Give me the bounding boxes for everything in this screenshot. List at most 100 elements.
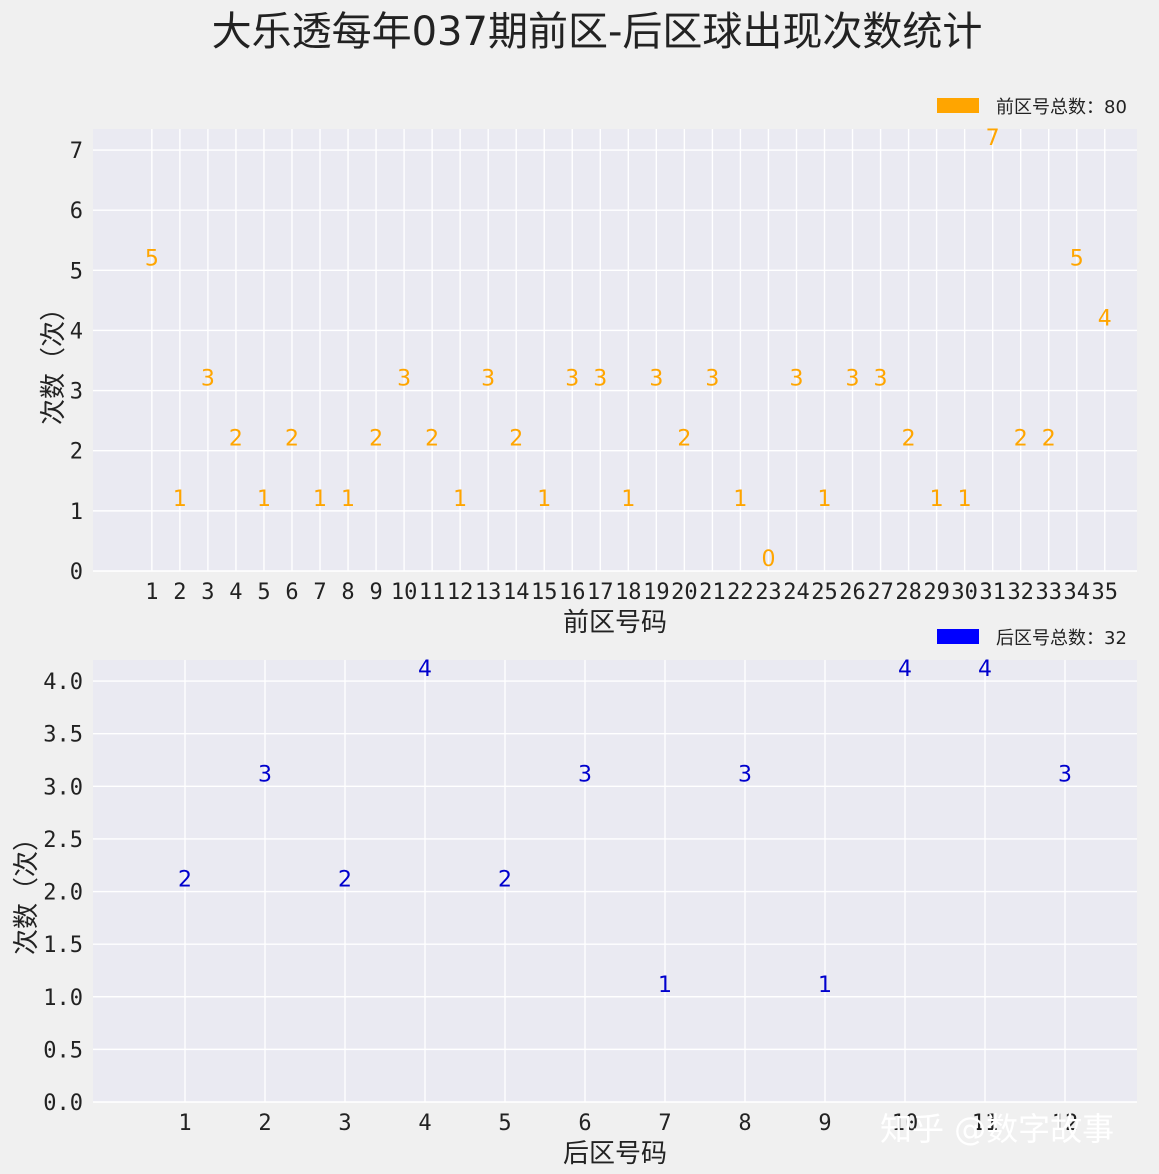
- x-axis-label: 后区号码: [563, 1139, 667, 1169]
- data-label-21: 3: [705, 367, 719, 392]
- y-tick-label: 2.5: [43, 828, 83, 853]
- data-label-3: 3: [201, 367, 215, 392]
- data-label-10: 3: [397, 367, 411, 392]
- x-tick-label-15: 15: [531, 580, 558, 605]
- x-tick-label-1: 1: [145, 580, 158, 605]
- data-label-32: 2: [1014, 427, 1028, 452]
- data-label-4: 2: [229, 427, 243, 452]
- data-label-7: 1: [658, 973, 672, 998]
- y-tick-label: 4: [70, 319, 83, 344]
- x-tick-label-1: 1: [178, 1111, 191, 1136]
- legend-label: 前区号总数：80: [996, 97, 1127, 118]
- x-tick-label-28: 28: [895, 580, 922, 605]
- y-tick-label: 2.0: [43, 881, 83, 906]
- data-label-10: 4: [898, 657, 912, 682]
- back-zone-chart: 0.0 0.5 1.0 1.5 2.0 2.5 3.0 3.5 4.0 2 1 3 2 2 3 4 4 2 5 3 6 1…: [12, 628, 1137, 1169]
- x-tick-label-34: 34: [1063, 580, 1090, 605]
- data-label-27: 3: [874, 367, 888, 392]
- data-label-6: 3: [578, 762, 592, 787]
- x-tick-label-13: 13: [475, 580, 502, 605]
- x-tick-label-18: 18: [615, 580, 642, 605]
- y-tick-label: 0.0: [43, 1091, 83, 1116]
- x-tick-label-35: 35: [1092, 580, 1119, 605]
- x-tick-label-32: 32: [1007, 580, 1034, 605]
- x-tick-label-7: 7: [658, 1111, 671, 1136]
- data-label-6: 2: [285, 427, 299, 452]
- data-label-2: 1: [173, 487, 187, 512]
- x-tick-label-10: 10: [892, 1111, 919, 1136]
- y-tick-label: 1.0: [43, 986, 83, 1011]
- y-tick-label: 1.5: [43, 933, 83, 958]
- x-tick-label-17: 17: [587, 580, 614, 605]
- data-label-14: 2: [509, 427, 523, 452]
- data-label-5: 2: [498, 868, 512, 893]
- data-label-2: 3: [258, 762, 272, 787]
- x-tick-label-3: 3: [338, 1111, 351, 1136]
- y-tick-label: 7: [70, 139, 83, 164]
- x-tick-label-8: 8: [738, 1111, 751, 1136]
- figure-title: 大乐透每年037期前区-后区球出现次数统计: [212, 9, 983, 55]
- x-tick-label-4: 4: [418, 1111, 431, 1136]
- x-tick-label-5: 5: [257, 580, 270, 605]
- data-label-34: 5: [1070, 246, 1084, 271]
- data-label-18: 1: [621, 487, 635, 512]
- x-tick-label-26: 26: [839, 580, 866, 605]
- y-tick-label: 3.5: [43, 723, 83, 748]
- y-tick-label: 3.0: [43, 775, 83, 800]
- data-label-11: 4: [978, 657, 992, 682]
- data-label-29: 1: [930, 487, 944, 512]
- x-tick-label-25: 25: [811, 580, 838, 605]
- data-label-19: 3: [649, 367, 663, 392]
- data-label-22: 1: [733, 487, 747, 512]
- data-label-9: 2: [369, 427, 383, 452]
- data-label-23: 0: [761, 547, 775, 572]
- x-tick-label-24: 24: [783, 580, 810, 605]
- x-tick-label-2: 2: [258, 1111, 271, 1136]
- x-tick-label-12: 12: [1052, 1111, 1079, 1136]
- x-tick-label-20: 20: [671, 580, 698, 605]
- data-label-15: 1: [537, 487, 551, 512]
- x-tick-label-33: 33: [1035, 580, 1062, 605]
- x-tick-label-30: 30: [951, 580, 978, 605]
- x-tick-label-22: 22: [727, 580, 754, 605]
- y-tick-label: 0: [70, 560, 83, 585]
- y-tick-label: 2: [70, 440, 83, 465]
- x-tick-label-6: 6: [578, 1111, 591, 1136]
- data-label-30: 1: [958, 487, 972, 512]
- y-axis-label: 次数（次）: [12, 825, 42, 955]
- x-tick-label-12: 12: [447, 580, 474, 605]
- x-tick-label-11: 11: [972, 1111, 999, 1136]
- data-label-31: 7: [986, 126, 1000, 151]
- data-label-25: 1: [818, 487, 832, 512]
- x-tick-label-8: 8: [341, 580, 354, 605]
- data-label-1: 2: [178, 868, 192, 893]
- x-tick-label-23: 23: [755, 580, 782, 605]
- data-label-3: 2: [338, 868, 352, 893]
- x-tick-label-9: 9: [369, 580, 382, 605]
- y-tick-label: 5: [70, 259, 83, 284]
- y-tick-label: 1: [70, 500, 83, 525]
- y-tick-label: 3: [70, 380, 83, 405]
- data-label-8: 1: [341, 487, 355, 512]
- front-zone-chart: 0123456751123324152617182931021111231321…: [39, 97, 1137, 638]
- data-label-17: 3: [593, 367, 607, 392]
- x-tick-label-5: 5: [498, 1111, 511, 1136]
- plot-area: [93, 660, 1137, 1102]
- x-tick-label-27: 27: [867, 580, 894, 605]
- y-tick-label: 6: [70, 199, 83, 224]
- data-label-12: 3: [1058, 762, 1072, 787]
- data-label-11: 2: [425, 427, 439, 452]
- y-tick-label: 4.0: [43, 670, 83, 695]
- data-label-26: 3: [846, 367, 860, 392]
- x-tick-label-10: 10: [391, 580, 418, 605]
- x-tick-label-21: 21: [699, 580, 726, 605]
- data-label-12: 1: [453, 487, 467, 512]
- y-axis-label: 次数（次）: [39, 295, 69, 425]
- x-tick-label-2: 2: [173, 580, 186, 605]
- x-tick-label-19: 19: [643, 580, 670, 605]
- x-tick-label-6: 6: [285, 580, 298, 605]
- watermark: 知乎 @数字故事: [880, 1110, 1114, 1148]
- x-tick-label-11: 11: [419, 580, 446, 605]
- legend-label: 后区号总数：32: [996, 628, 1127, 649]
